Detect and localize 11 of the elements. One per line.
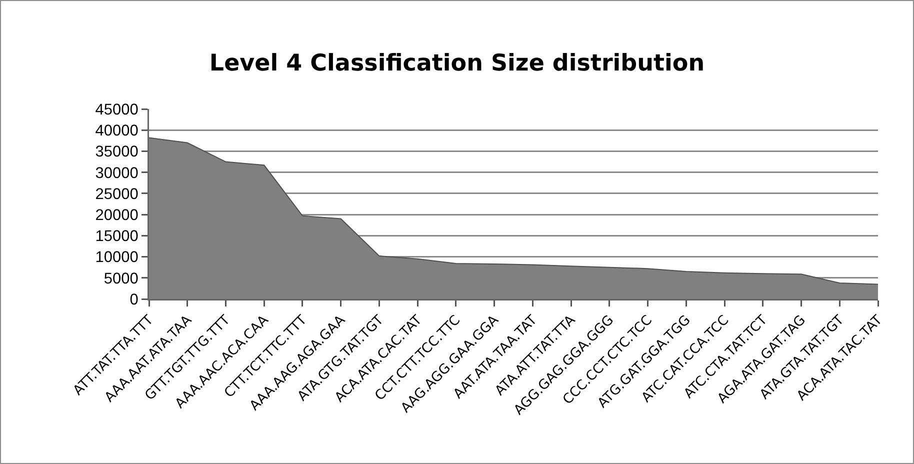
y-tick-label: 25000 [95, 186, 139, 203]
y-tick-label: 5000 [104, 270, 139, 288]
y-tick-label: 45000 [95, 101, 139, 118]
y-tick-label: 30000 [95, 164, 139, 182]
y-tick-label: 35000 [95, 144, 139, 161]
y-tick-label: 10000 [95, 249, 139, 266]
chart-title: Level 4 Classification Size distribution [209, 50, 705, 77]
y-tick-label: 20000 [95, 206, 139, 224]
y-tick-label: 0 [130, 291, 139, 308]
y-tick-label: 40000 [95, 122, 139, 140]
y-tick-label: 15000 [95, 228, 139, 246]
